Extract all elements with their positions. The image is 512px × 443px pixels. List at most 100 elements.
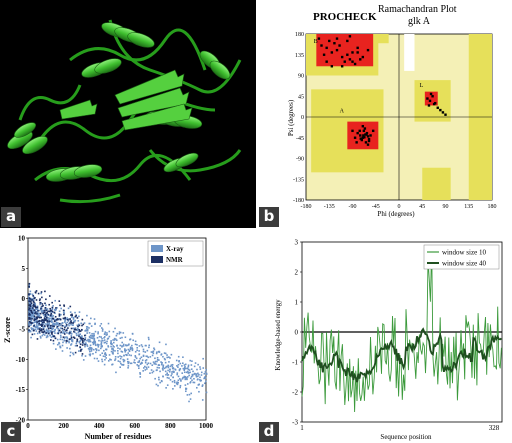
nmr-point [31, 298, 33, 301]
xray-point [172, 388, 174, 390]
xray-point [134, 350, 137, 353]
xray-point [35, 330, 38, 332]
xray-point [182, 376, 184, 379]
rama-point [351, 51, 354, 54]
xray-point [122, 363, 125, 366]
xray-point [74, 327, 77, 329]
xray-point [118, 331, 121, 333]
xray-point [58, 317, 60, 320]
xray-point [61, 338, 64, 341]
xray-point [89, 350, 91, 353]
rama-point [369, 134, 372, 137]
xray-point [138, 361, 141, 363]
xray-point [113, 346, 115, 348]
xray-point [166, 356, 169, 359]
xray-point [45, 304, 47, 307]
nmr-point [37, 292, 40, 295]
nmr-point [54, 320, 56, 322]
nmr-point [33, 301, 35, 304]
xray-point [30, 317, 32, 319]
xray-point [119, 366, 122, 369]
xray-point [32, 310, 35, 313]
xray-point [32, 314, 35, 316]
xray-point [158, 378, 160, 381]
xray-point [181, 372, 184, 374]
xray-point [79, 340, 82, 342]
xray-point [57, 329, 60, 332]
xray-point [115, 371, 117, 374]
rama-point [356, 46, 359, 50]
xray-point [134, 343, 137, 346]
xray-point [152, 370, 155, 373]
xray-point [166, 354, 168, 356]
xray-point [31, 314, 34, 317]
zscore-legend-label: X-ray [166, 245, 184, 253]
nmr-point [74, 351, 77, 354]
nmr-point [31, 317, 33, 320]
xray-point [142, 370, 144, 372]
nmr-point [45, 312, 48, 314]
xray-point [103, 336, 106, 338]
nmr-point [40, 323, 43, 326]
nmr-point [47, 332, 50, 335]
xray-point [86, 332, 88, 334]
xray-point [88, 353, 91, 356]
xray-point [51, 320, 53, 323]
xray-point [126, 344, 129, 347]
xray-point [197, 384, 200, 386]
rama-point [432, 102, 436, 106]
nmr-point [79, 330, 82, 332]
xray-point [144, 344, 147, 347]
xray-point [82, 359, 85, 361]
xray-point [28, 330, 30, 333]
xray-point [131, 333, 134, 335]
xray-point [87, 338, 89, 341]
xray-point [84, 345, 86, 348]
xray-point [168, 361, 170, 363]
xray-point [75, 334, 78, 337]
xray-point [94, 342, 97, 344]
xray-point [198, 383, 201, 386]
xray-point [138, 353, 140, 356]
rama-point [348, 58, 352, 61]
xray-point [159, 370, 161, 373]
xray-point [55, 308, 57, 311]
rama-point [367, 137, 371, 141]
nmr-point [50, 309, 53, 312]
xray-point [112, 330, 115, 333]
nmr-point [38, 322, 40, 325]
rama-ytick-label: 90 [298, 74, 304, 80]
xray-point [45, 313, 48, 316]
nmr-point [30, 309, 33, 312]
rama-ytick-label: -180 [293, 198, 304, 204]
xray-point [76, 324, 79, 327]
nmr-point [43, 325, 46, 327]
xray-point [60, 307, 62, 310]
xray-point [132, 339, 135, 342]
xray-point [192, 381, 195, 384]
nmr-point [81, 318, 84, 321]
nmr-point [49, 327, 52, 330]
xray-point [35, 317, 37, 319]
rama-point [439, 108, 442, 112]
xray-point [111, 343, 113, 345]
xray-point [139, 376, 142, 378]
xray-point [49, 326, 52, 328]
nmr-point [41, 305, 43, 308]
xray-point [72, 353, 75, 356]
xray-point [100, 322, 103, 325]
nmr-point [45, 318, 47, 321]
nmr-point [36, 321, 38, 323]
xray-point [104, 352, 107, 354]
xray-point [129, 338, 132, 340]
xray-point [117, 352, 119, 355]
xray-point [182, 356, 184, 359]
nmr-point [31, 312, 34, 314]
xray-point [51, 308, 54, 311]
xray-point [80, 322, 83, 325]
panel-d-energy-plot: 3 2 1 0 -1 -2 -3 1 328 window size 10 window size … [258, 230, 512, 443]
xray-point [169, 365, 172, 368]
nmr-point [59, 318, 62, 321]
xray-point [188, 374, 190, 377]
xray-point [40, 309, 43, 312]
